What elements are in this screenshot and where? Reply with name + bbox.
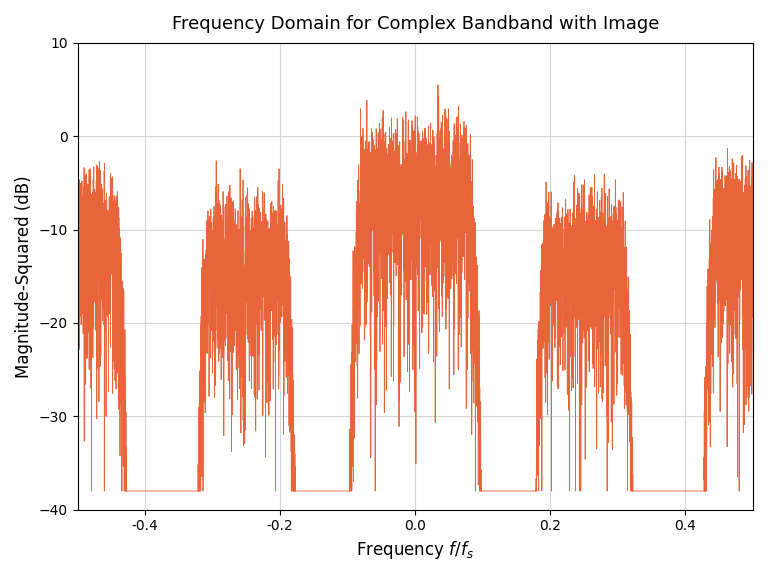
Y-axis label: Magnitude-Squared (dB): Magnitude-Squared (dB) — [15, 175, 33, 378]
Title: Frequency Domain for Complex Bandband with Image: Frequency Domain for Complex Bandband wi… — [171, 15, 659, 33]
X-axis label: Frequency $f/f_s$: Frequency $f/f_s$ — [356, 539, 474, 561]
